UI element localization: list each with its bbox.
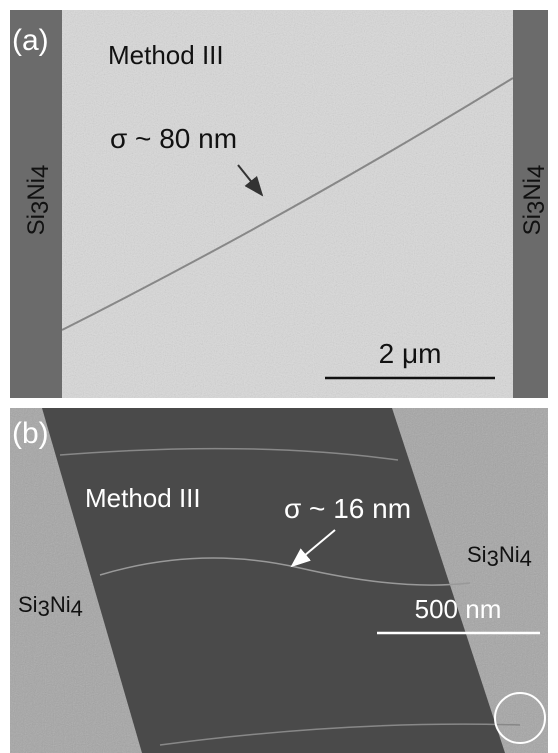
roughness-label: σ ~ 80 nm	[110, 123, 237, 154]
text-part: 4	[27, 165, 54, 178]
material-label: Si3Ni4	[18, 592, 83, 621]
text-part: 4	[523, 165, 550, 178]
figure: (a) Method III σ ~ 80 nm Si3Ni4 Si3Ni4 2…	[0, 0, 558, 753]
text-part: 3	[38, 596, 50, 621]
panel-label: (a)	[12, 24, 49, 57]
text-part: Ni	[23, 178, 50, 201]
method-label: Method III	[85, 483, 201, 513]
material-label: Si3Ni4	[467, 542, 532, 571]
scale-label: 500 nm	[415, 594, 502, 624]
scale-label: 2 μm	[379, 338, 442, 369]
panel-a: (a) Method III σ ~ 80 nm Si3Ni4 Si3Ni4 2…	[10, 10, 550, 398]
text-part: Si	[18, 592, 38, 617]
text-part: Si	[467, 542, 487, 567]
text-part: Ni	[50, 592, 71, 617]
image-texture	[10, 10, 548, 398]
text-part: 3	[27, 201, 54, 214]
material-label: Si3Ni4	[23, 165, 54, 236]
text-part: 4	[71, 596, 83, 621]
text-part: Si	[519, 214, 546, 235]
panel-label: (b)	[12, 417, 49, 450]
method-label: Method III	[108, 40, 224, 70]
text-part: 3	[487, 546, 499, 571]
panel-b: (b) Method III σ ~ 16 nm Si3Ni4 Si3Ni4 5…	[10, 408, 548, 753]
page: {"panels": [ {"label": "(a)", "method": …	[0, 0, 558, 753]
material-label: Si3Ni4	[519, 165, 550, 236]
text-part: 3	[523, 201, 550, 214]
text-part: Ni	[499, 542, 520, 567]
text-part: 4	[520, 546, 532, 571]
text-part: Si	[23, 214, 50, 235]
roughness-label: σ ~ 16 nm	[284, 493, 411, 524]
text-part: Ni	[519, 178, 546, 201]
